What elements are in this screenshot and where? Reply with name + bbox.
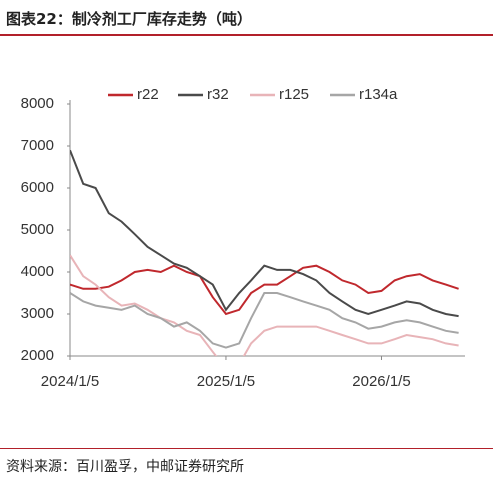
y-tick-label: 5000 bbox=[21, 221, 54, 238]
footer-rule bbox=[0, 448, 493, 449]
series-line bbox=[70, 149, 459, 318]
y-tick-label: 8000 bbox=[21, 95, 54, 112]
x-tick-label: 2025/1/5 bbox=[197, 373, 255, 390]
chart-title: 图表22：制冷剂工厂库存走势（吨） bbox=[6, 10, 252, 28]
title-rule bbox=[0, 34, 493, 36]
y-tick-label: 4000 bbox=[21, 263, 54, 280]
plot-area bbox=[70, 149, 459, 356]
series-line bbox=[70, 254, 459, 356]
x-tick-label: 2024/1/5 bbox=[41, 373, 99, 390]
series-line bbox=[70, 264, 459, 316]
x-tick-label: 2026/1/5 bbox=[352, 373, 410, 390]
chart: 2000 3000 4000 5000 6000 7000 8000 2024/1/5 2025… bbox=[21, 86, 465, 390]
y-tick-label: 7000 bbox=[21, 137, 54, 154]
y-tick-label: 2000 bbox=[21, 347, 54, 364]
legend-label: r134a bbox=[359, 86, 398, 103]
y-tick-label: 6000 bbox=[21, 179, 54, 196]
legend-label: r125 bbox=[279, 86, 309, 103]
legend-label: r22 bbox=[137, 86, 159, 103]
legend-label: r32 bbox=[207, 86, 229, 103]
source-note: 资料来源：百川盈孚，中邮证券研究所 bbox=[6, 459, 244, 475]
series-line bbox=[70, 292, 459, 349]
y-tick-label: 3000 bbox=[21, 305, 54, 322]
